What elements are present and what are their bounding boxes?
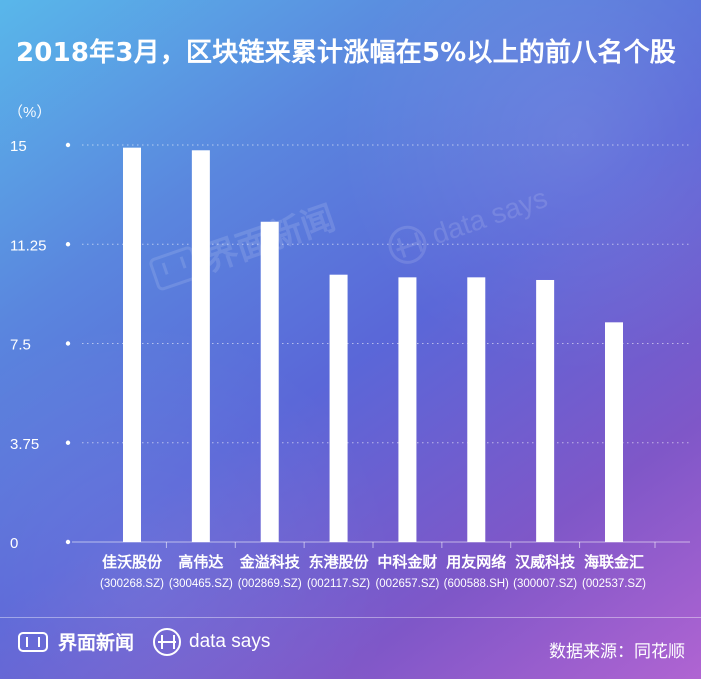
- stock-code-label: (002657.SZ): [375, 578, 439, 590]
- footer-datasays-text: data says: [189, 631, 271, 652]
- stock-code-label: (002537.SZ): [582, 578, 646, 590]
- category-label: 东港股份: [309, 553, 370, 571]
- stock-code-label: (300007.SZ): [513, 578, 577, 590]
- category-label: 金溢科技: [239, 553, 301, 571]
- bar-5: [398, 277, 417, 542]
- bar-7: [536, 279, 555, 542]
- y-axis-tick-dot: [65, 242, 71, 247]
- bar-3: [260, 221, 279, 542]
- bar-6: [467, 277, 486, 542]
- y-axis-tick-label: 0: [10, 535, 18, 552]
- footer-brand-text: 界面新闻: [58, 632, 135, 654]
- category-label: 佳沃股份: [102, 553, 163, 571]
- footer-divider: [0, 617, 701, 618]
- category-label: 用友网络: [446, 553, 506, 571]
- bar-1: [123, 147, 141, 542]
- category-label: 海联金汇: [584, 553, 644, 571]
- y-axis-tick-dot: [65, 440, 71, 445]
- chart-title: 2018年3月，区块链来累计涨幅在5%以上的前八名个股: [16, 38, 676, 68]
- y-axis-tick-label: 11.25: [10, 237, 46, 254]
- data-source: 数据来源：同花顺: [549, 642, 685, 662]
- y-axis-tick-label: 3.75: [10, 436, 39, 453]
- stock-code-label: (002869.SZ): [238, 578, 302, 590]
- y-axis-tick-label: 7.5: [10, 337, 31, 354]
- stock-code-label: (300268.SZ): [100, 578, 164, 590]
- stock-code-label: (300465.SZ): [169, 578, 233, 590]
- y-axis-tick-dot: [65, 142, 71, 148]
- jiemian-icon: [18, 631, 48, 652]
- datasays-icon: [153, 628, 181, 656]
- footer-datasays-brand: data says: [153, 628, 270, 656]
- category-label: 中科金财: [377, 553, 437, 571]
- category-label: 高伟达: [178, 553, 223, 571]
- y-axis-tick-dot: [65, 341, 71, 346]
- y-axis-tick-label: 15: [10, 138, 27, 155]
- category-label: 汉威科技: [515, 553, 576, 571]
- stock-code-label: (002117.SZ): [307, 578, 370, 590]
- stock-code-label: (600588.SH): [444, 578, 509, 590]
- bar-2: [191, 150, 210, 542]
- footer-jiemian-brand: 界面新闻: [18, 628, 134, 655]
- bar-4: [329, 274, 348, 542]
- y-axis-unit: （%）: [8, 104, 52, 121]
- y-axis-tick-dot: [65, 539, 71, 545]
- bar-8: [605, 322, 623, 542]
